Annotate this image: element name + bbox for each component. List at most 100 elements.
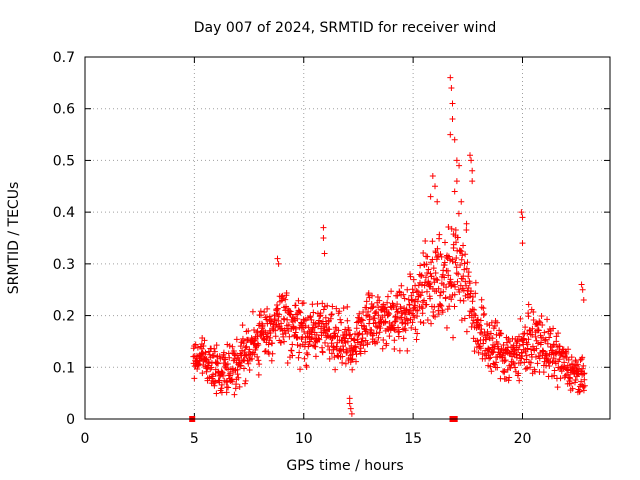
data-point	[407, 273, 414, 280]
data-point	[336, 347, 343, 354]
y-axis-label: SRMTID / TECUs	[6, 182, 22, 295]
data-point	[201, 337, 208, 344]
data-point	[417, 319, 424, 326]
data-point	[217, 355, 224, 362]
data-point	[511, 347, 518, 354]
data-point	[412, 302, 419, 309]
data-point	[394, 292, 401, 299]
data-point	[468, 288, 475, 295]
data-point	[529, 325, 536, 332]
data-point	[269, 340, 276, 347]
data-point	[218, 381, 225, 388]
data-point	[430, 265, 437, 272]
data-point	[231, 351, 238, 358]
data-point	[202, 349, 209, 356]
data-point	[261, 348, 268, 355]
data-point	[580, 387, 587, 394]
data-point	[453, 255, 460, 262]
data-point	[374, 293, 381, 300]
data-point	[382, 318, 389, 325]
data-point	[212, 378, 219, 385]
data-point	[484, 331, 491, 338]
data-point	[296, 308, 303, 315]
data-point	[541, 337, 548, 344]
data-point	[311, 324, 318, 331]
data-point	[465, 285, 472, 292]
data-point	[380, 337, 387, 344]
data-point	[216, 353, 223, 360]
data-point	[580, 297, 587, 304]
data-point	[191, 375, 198, 382]
data-point	[579, 286, 586, 293]
x-axis-label: GPS time / hours	[286, 458, 403, 474]
data-point	[463, 328, 470, 335]
data-point	[294, 342, 301, 349]
data-point	[294, 315, 301, 322]
data-point	[224, 360, 231, 367]
data-point	[489, 349, 496, 356]
data-point	[338, 319, 345, 326]
data-point	[459, 252, 466, 259]
data-point	[344, 338, 351, 345]
data-point	[400, 335, 407, 342]
data-point	[375, 312, 382, 319]
data-point	[475, 316, 482, 323]
data-point	[222, 356, 229, 363]
data-point	[494, 364, 501, 371]
data-point	[494, 319, 501, 326]
data-point	[501, 358, 508, 365]
data-point	[466, 280, 473, 287]
data-point	[413, 336, 420, 343]
data-point	[218, 385, 225, 392]
data-point	[498, 330, 505, 337]
data-point	[458, 198, 465, 205]
data-point	[425, 266, 432, 273]
data-point	[576, 388, 583, 395]
data-point	[538, 312, 545, 319]
data-point	[410, 289, 417, 296]
data-point	[572, 377, 579, 384]
data-point	[255, 357, 262, 364]
data-point	[259, 322, 266, 329]
data-point	[315, 335, 322, 342]
data-point	[278, 320, 285, 327]
data-point	[445, 224, 452, 231]
data-point	[337, 316, 344, 323]
data-point	[532, 333, 539, 340]
y-tick-label: 0.1	[53, 360, 75, 376]
data-point	[506, 374, 513, 381]
data-point	[408, 324, 415, 331]
data-point	[297, 366, 304, 373]
data-point	[450, 334, 457, 341]
data-point	[245, 327, 252, 334]
data-point	[226, 342, 233, 349]
data-point	[356, 330, 363, 337]
data-point	[475, 349, 482, 356]
data-point	[370, 303, 377, 310]
data-point	[293, 335, 300, 342]
data-point	[229, 378, 236, 385]
data-point	[553, 333, 560, 340]
data-point	[395, 329, 402, 336]
data-point	[240, 340, 247, 347]
data-point	[334, 333, 341, 340]
data-point	[567, 375, 574, 382]
data-point	[443, 324, 450, 331]
data-point	[457, 261, 464, 268]
data-point	[463, 220, 470, 227]
data-point	[516, 342, 523, 349]
data-point	[448, 296, 455, 303]
data-point	[255, 341, 262, 348]
data-point	[275, 260, 282, 267]
data-point	[442, 294, 449, 301]
data-point	[549, 359, 556, 366]
data-point	[241, 380, 248, 387]
data-point	[501, 368, 508, 375]
data-point	[468, 157, 475, 164]
data-point	[437, 292, 444, 299]
data-point	[220, 349, 227, 356]
data-point	[261, 308, 268, 315]
data-point	[319, 300, 326, 307]
data-point	[296, 349, 303, 356]
data-point	[286, 333, 293, 340]
